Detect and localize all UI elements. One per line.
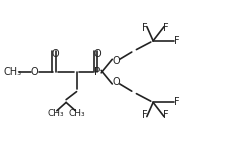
Text: O: O: [93, 49, 101, 59]
Text: F: F: [162, 110, 168, 120]
Text: CH₃: CH₃: [68, 109, 85, 118]
Text: O: O: [31, 67, 38, 77]
Text: F: F: [173, 36, 178, 46]
Text: F: F: [173, 97, 178, 107]
Text: CH₃: CH₃: [47, 109, 64, 118]
Text: P: P: [94, 67, 100, 77]
Text: O: O: [52, 49, 59, 59]
Text: O: O: [112, 56, 119, 66]
Text: CH₃: CH₃: [4, 67, 22, 77]
Text: F: F: [142, 24, 147, 33]
Text: O: O: [112, 77, 119, 87]
Text: F: F: [162, 24, 168, 33]
Text: F: F: [142, 110, 147, 120]
